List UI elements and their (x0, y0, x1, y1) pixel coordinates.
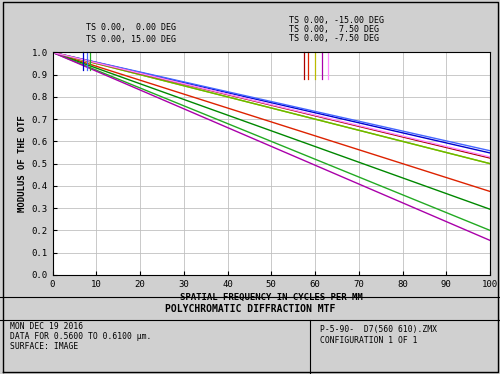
Text: POLYCHROMATIC DIFFRACTION MTF: POLYCHROMATIC DIFFRACTION MTF (165, 304, 335, 313)
Text: MON DEC 19 2016
DATA FOR 0.5600 TO 0.6100 μm.
SURFACE: IMAGE: MON DEC 19 2016 DATA FOR 0.5600 TO 0.610… (10, 322, 152, 352)
Text: TS 0.00,  7.50 DEG: TS 0.00, 7.50 DEG (289, 25, 379, 34)
X-axis label: SPATIAL FREQUENCY IN CYCLES PER MM: SPATIAL FREQUENCY IN CYCLES PER MM (180, 293, 362, 302)
Text: TS 0.00, -15.00 DEG: TS 0.00, -15.00 DEG (289, 16, 384, 25)
Text: TS 0.00, -7.50 DEG: TS 0.00, -7.50 DEG (289, 34, 379, 43)
Text: P-5-90-  D7(560 610).ZMX
CONFIGURATION 1 OF 1: P-5-90- D7(560 610).ZMX CONFIGURATION 1 … (320, 325, 437, 345)
Y-axis label: MODULUS OF THE OTF: MODULUS OF THE OTF (18, 115, 28, 212)
Text: TS 0.00,  0.00 DEG: TS 0.00, 0.00 DEG (86, 23, 176, 32)
Text: TS 0.00, 15.00 DEG: TS 0.00, 15.00 DEG (86, 35, 176, 44)
